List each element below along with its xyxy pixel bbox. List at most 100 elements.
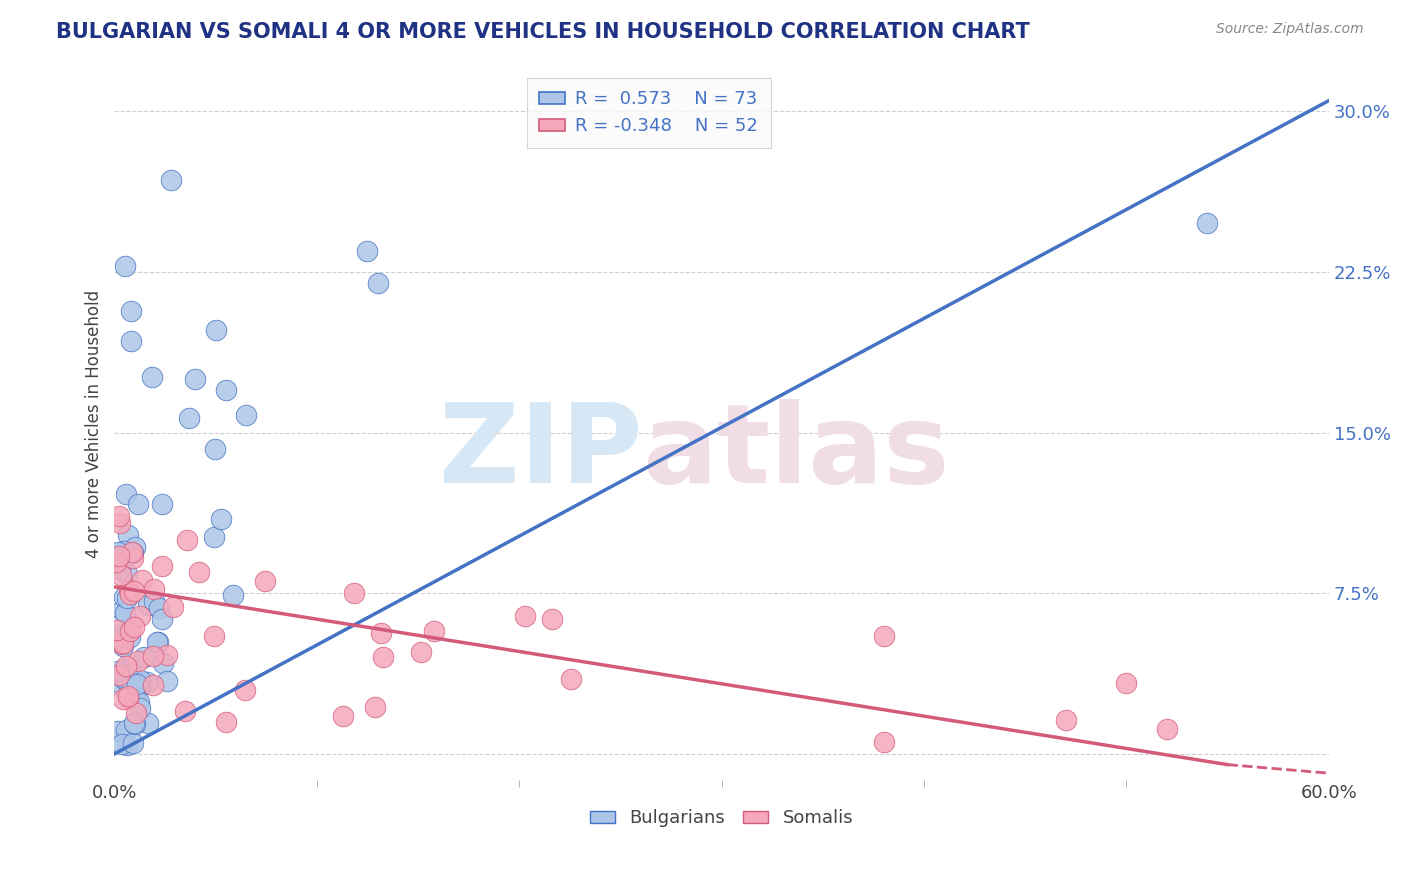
Point [177,410,200,425]
Point [188,565,211,579]
Point [114,606,136,620]
Point [222,588,245,602]
Point [146,635,169,649]
Text: atlas: atlas [643,399,950,506]
Point [363,700,385,714]
Point [1156,722,1178,736]
Point [253,574,276,589]
Point [128,695,150,709]
Point [117,691,139,706]
Point [541,612,564,626]
Point [143,582,166,596]
Point [120,661,142,675]
Point [108,508,131,523]
Point [215,383,238,397]
Point [112,692,135,706]
Point [152,497,174,511]
Point [112,544,135,558]
Point [513,608,536,623]
Point [209,512,232,526]
Point [122,584,145,599]
Point [202,530,225,544]
Point [371,650,394,665]
Point [872,734,894,748]
Point [160,173,183,187]
Point [110,666,132,681]
Point [124,540,146,554]
Point [114,259,136,273]
Point [136,716,159,731]
Point [115,658,138,673]
Point [112,636,135,650]
Point [115,738,138,752]
Point [108,668,131,682]
Point [128,680,150,694]
Point [215,714,238,729]
Point [176,533,198,547]
Point [122,620,145,634]
Point [1054,713,1077,727]
Point [124,690,146,705]
Point [118,582,141,597]
Point [129,679,152,693]
Point [115,723,138,737]
Point [162,600,184,615]
Point [134,649,156,664]
Y-axis label: 4 or more Vehicles in Household: 4 or more Vehicles in Household [86,290,103,558]
Point [120,303,142,318]
Point [356,244,378,258]
Point [152,657,174,671]
Point [118,587,141,601]
Point [117,661,139,675]
Point [233,683,256,698]
Point [121,545,143,559]
Text: BULGARIAN VS SOMALI 4 OR MORE VEHICLES IN HOUSEHOLD CORRELATION CHART: BULGARIAN VS SOMALI 4 OR MORE VEHICLES I… [56,22,1031,42]
Point [107,723,129,738]
Point [174,705,197,719]
Point [121,551,143,566]
Point [148,601,170,615]
Point [235,409,257,423]
Point [117,591,139,605]
Point [560,672,582,686]
Point [105,623,128,637]
Point [107,545,129,559]
Point [111,737,134,751]
Point [370,626,392,640]
Text: ZIP: ZIP [439,399,643,506]
Point [204,323,226,337]
Point [142,678,165,692]
Point [127,654,149,668]
Point [142,649,165,664]
Point [118,630,141,644]
Point [122,545,145,559]
Point [150,558,173,573]
Point [202,629,225,643]
Point [107,664,129,678]
Point [110,567,132,582]
Point [128,609,150,624]
Point [141,369,163,384]
Point [120,334,142,348]
Point [136,675,159,690]
Point [131,573,153,587]
Point [117,528,139,542]
Point [156,674,179,689]
Point [124,717,146,731]
Point [156,648,179,662]
Point [150,612,173,626]
Point [121,676,143,690]
Point [127,497,149,511]
Point [1197,216,1219,230]
Point [1115,676,1137,690]
Point [127,674,149,689]
Text: Source: ZipAtlas.com: Source: ZipAtlas.com [1216,22,1364,37]
Point [128,673,150,687]
Point [184,372,207,386]
Point [332,708,354,723]
Point [124,706,146,720]
Point [111,630,134,644]
Legend: Bulgarians, Somalis: Bulgarians, Somalis [582,802,860,835]
Point [872,629,894,643]
Point [111,679,134,693]
